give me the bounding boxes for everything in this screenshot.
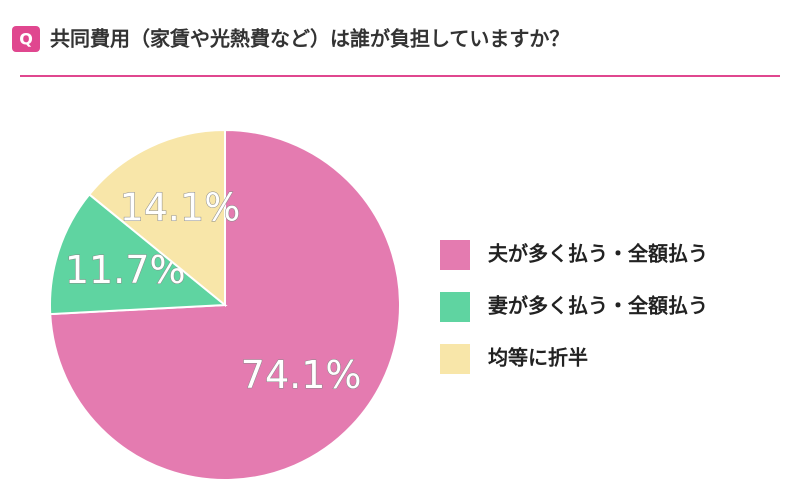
legend-text: 夫が多く払う・全額払う [488, 242, 708, 266]
legend-swatch [440, 292, 470, 322]
slice-label: 74.1% [241, 353, 362, 397]
legend-text: 均等に折半 [488, 346, 588, 370]
pie-slice [49, 193, 228, 316]
legend-swatch [440, 240, 470, 270]
question-label: Q [19, 30, 33, 49]
legend-text: 妻が多く払う・全額払う [488, 294, 708, 318]
question-badge [12, 26, 40, 52]
legend-swatch [440, 344, 470, 374]
pie-slice [87, 128, 226, 308]
slice-label: 14.1% [120, 186, 241, 230]
chart-title: 共同費用（家賃や光熱費など）は誰が負担していますか？ [50, 27, 569, 51]
